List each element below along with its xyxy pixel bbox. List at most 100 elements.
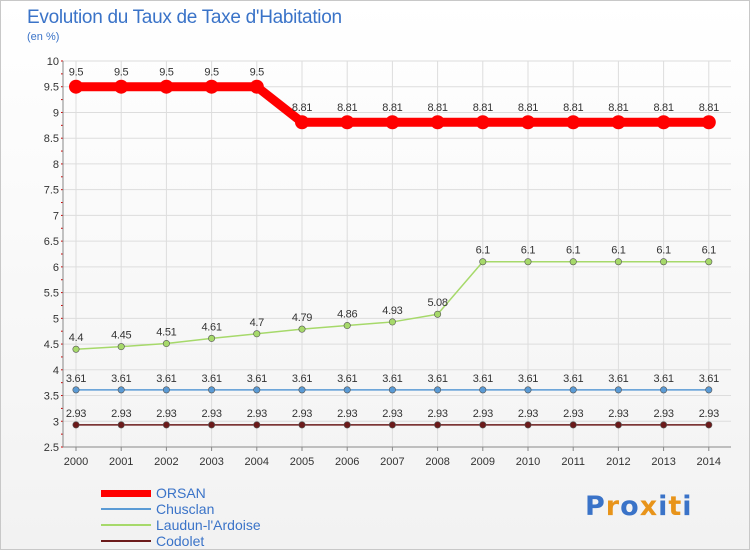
- data-point: [343, 322, 351, 330]
- data-label: 2.93: [473, 408, 493, 420]
- data-point: [660, 421, 668, 429]
- x-tick-label: 2014: [697, 456, 721, 468]
- logo-letter: i: [658, 491, 669, 522]
- data-label: 3.61: [66, 373, 86, 385]
- data-label: 2.93: [427, 408, 447, 420]
- legend-item-chusclan: Chusclan: [101, 501, 261, 517]
- proxiti-logo: Proxiti: [585, 491, 693, 522]
- chart-legend: ORSAN Chusclan Laudun-l'Ardoise Codolet: [101, 485, 261, 549]
- data-label: 6.1: [611, 245, 626, 257]
- data-point: [162, 421, 170, 429]
- legend-swatch-codolet: [101, 540, 151, 542]
- y-tick-label: 6.5: [44, 236, 59, 248]
- data-point: [434, 421, 442, 429]
- data-point: [72, 421, 80, 429]
- data-point: [388, 386, 396, 394]
- data-label: 8.81: [427, 102, 447, 114]
- data-point: [656, 115, 671, 130]
- y-tick-label: 3: [53, 416, 59, 428]
- data-point: [660, 386, 668, 394]
- data-point: [388, 421, 396, 429]
- data-label: 3.61: [337, 373, 357, 385]
- data-point: [569, 421, 577, 429]
- y-tick-label: 9.5: [44, 82, 59, 94]
- data-label: 2.93: [608, 408, 628, 420]
- data-point: [117, 386, 125, 394]
- data-point: [388, 318, 396, 326]
- data-point: [434, 386, 442, 394]
- x-tick-label: 2003: [199, 456, 223, 468]
- data-label: 8.81: [382, 102, 402, 114]
- y-tick-label: 4: [53, 365, 59, 377]
- data-label: 3.61: [111, 373, 131, 385]
- data-point: [208, 386, 216, 394]
- data-label: 2.93: [337, 408, 357, 420]
- data-point: [69, 79, 83, 94]
- data-point: [479, 421, 487, 429]
- data-label: 3.61: [608, 373, 628, 385]
- data-point: [343, 386, 351, 394]
- x-tick-label: 2012: [606, 456, 630, 468]
- data-point: [611, 115, 626, 130]
- legend-item-codolet: Codolet: [101, 533, 261, 549]
- data-label: 4.86: [337, 309, 357, 321]
- data-label: 4.79: [292, 312, 312, 324]
- data-label: 4.51: [156, 327, 176, 339]
- data-point: [614, 421, 622, 429]
- data-label: 4.4: [69, 332, 84, 344]
- data-point: [253, 330, 261, 338]
- data-label: 8.81: [653, 102, 673, 114]
- data-label: 6.1: [702, 245, 717, 257]
- data-label: 2.93: [518, 408, 538, 420]
- data-label: 2.93: [653, 408, 673, 420]
- data-label: 3.61: [382, 373, 402, 385]
- data-point: [208, 334, 216, 342]
- data-point: [701, 115, 716, 130]
- data-point: [524, 258, 532, 266]
- data-point: [566, 115, 581, 130]
- data-point: [705, 258, 713, 266]
- y-tick-label: 4.5: [44, 339, 59, 351]
- data-label: 5.08: [427, 297, 447, 309]
- chart-title: Evolution du Taux de Taxe d'Habitation: [27, 7, 342, 28]
- data-label: 4.45: [111, 330, 131, 342]
- data-point: [249, 79, 264, 94]
- data-label: 3.61: [563, 373, 583, 385]
- x-tick-label: 2008: [425, 456, 449, 468]
- x-tick-label: 2000: [64, 456, 88, 468]
- data-label: 6.1: [566, 245, 581, 257]
- data-point: [298, 325, 306, 333]
- y-tick-label: 5: [53, 313, 59, 325]
- data-label: 3.61: [292, 373, 312, 385]
- data-label: 2.93: [563, 408, 583, 420]
- data-label: 6.1: [476, 245, 491, 257]
- y-tick-label: 8: [53, 159, 59, 171]
- y-tick-label: 8.5: [44, 133, 59, 145]
- data-label: 8.81: [337, 102, 357, 114]
- data-label: 8.81: [699, 102, 719, 114]
- data-point: [298, 421, 306, 429]
- x-tick-label: 2010: [516, 456, 540, 468]
- data-label: 2.93: [156, 408, 176, 420]
- data-label: 2.93: [292, 408, 312, 420]
- data-label: 9.5: [114, 67, 129, 79]
- data-point: [705, 421, 713, 429]
- data-point: [159, 79, 174, 94]
- logo-letter: o: [620, 491, 640, 522]
- data-point: [385, 115, 400, 130]
- data-label: 2.93: [247, 408, 267, 420]
- data-point: [253, 421, 261, 429]
- data-label: 3.61: [156, 373, 176, 385]
- data-point: [479, 258, 487, 266]
- x-tick-label: 2005: [290, 456, 314, 468]
- legend-item-orsan: ORSAN: [101, 485, 261, 501]
- x-tick-label: 2002: [154, 456, 178, 468]
- legend-label-chusclan: Chusclan: [156, 501, 215, 517]
- data-point: [340, 115, 355, 130]
- data-point: [117, 421, 125, 429]
- data-point: [204, 79, 219, 94]
- data-point: [162, 340, 170, 348]
- data-label: 8.81: [473, 102, 493, 114]
- y-tick-label: 7.5: [44, 185, 59, 197]
